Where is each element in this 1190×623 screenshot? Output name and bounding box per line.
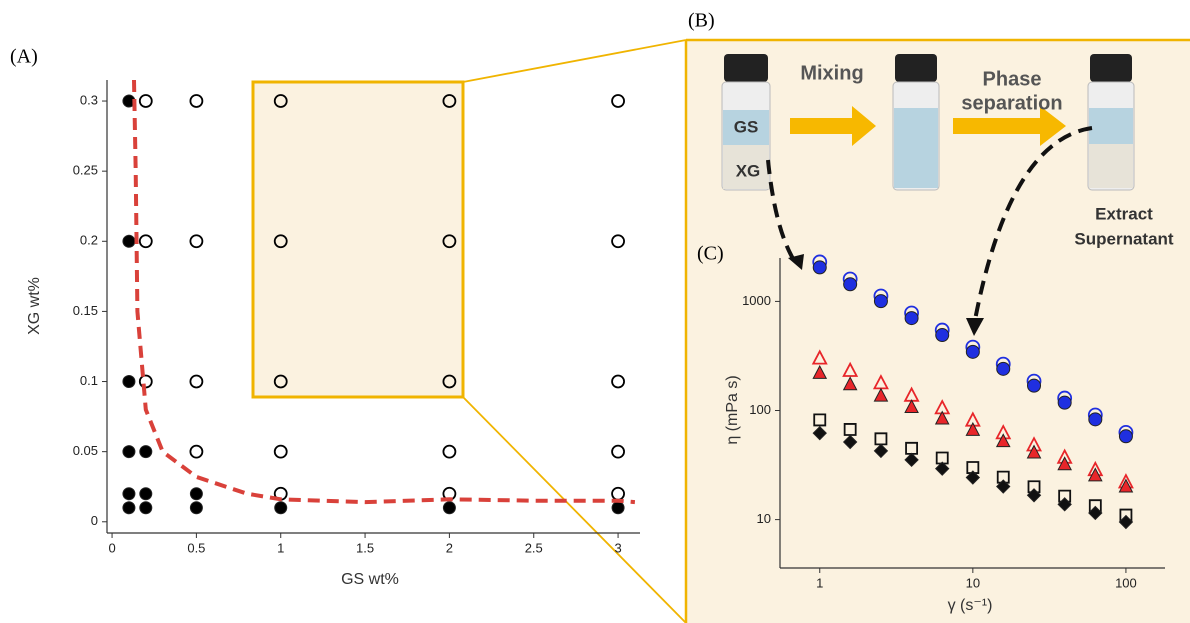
x-tick-label: 100 xyxy=(1115,575,1137,590)
figure: 0 0.5 1 1.5 2 2.5 3 0 0.05 0.1 0.15 0.2 0.25 0.3 (A) GS… xyxy=(0,0,1190,623)
point xyxy=(1028,379,1041,392)
step-label: Extract xyxy=(1095,204,1153,223)
point xyxy=(190,488,202,500)
y-tick-label: 0 xyxy=(91,513,98,528)
point xyxy=(1089,413,1102,426)
y-tick-label: 1000 xyxy=(742,293,771,308)
point xyxy=(813,261,826,274)
point xyxy=(275,502,287,514)
x-tick-label: 2.5 xyxy=(525,540,543,555)
y-axis-label: XG wt% xyxy=(26,277,43,335)
point xyxy=(123,376,135,388)
point xyxy=(190,502,202,514)
vial xyxy=(893,54,939,190)
vial xyxy=(1088,54,1134,190)
point xyxy=(966,345,979,358)
x-tick-label: 1.5 xyxy=(356,540,374,555)
x-tick-label: 0 xyxy=(108,540,115,555)
y-axis-label: η (mPa s) xyxy=(724,375,741,444)
x-tick-label: 10 xyxy=(966,575,980,590)
point xyxy=(997,362,1010,375)
point xyxy=(612,502,624,514)
point xyxy=(443,502,455,514)
x-tick-label: 3 xyxy=(614,540,621,555)
step-label: Supernatant xyxy=(1074,229,1174,248)
step-label: Phase xyxy=(983,68,1042,90)
y-tick-label: 0.1 xyxy=(80,373,98,388)
y-tick-label: 0.15 xyxy=(73,303,98,318)
x-tick-label: 0.5 xyxy=(187,540,205,555)
panel-label: (B) xyxy=(688,10,715,32)
step-label: Mixing xyxy=(800,62,863,84)
point xyxy=(140,446,152,458)
point xyxy=(123,502,135,514)
panel-label: (A) xyxy=(10,46,38,68)
point xyxy=(1058,396,1071,409)
y-tick-label: 0.25 xyxy=(73,163,98,178)
x-axis-label: γ (s⁻¹) xyxy=(948,597,993,614)
point xyxy=(123,446,135,458)
y-tick-label: 0.05 xyxy=(73,443,98,458)
y-tick-label: 0.2 xyxy=(80,233,98,248)
point xyxy=(123,488,135,500)
point xyxy=(123,235,135,247)
panel-label: (C) xyxy=(697,243,724,265)
x-tick-label: 1 xyxy=(816,575,823,590)
x-tick-label: 1 xyxy=(277,540,284,555)
y-tick-label: 0.3 xyxy=(80,92,98,107)
point xyxy=(905,312,918,325)
layer-label: GS xyxy=(734,117,759,136)
point xyxy=(874,295,887,308)
x-axis-label: GS wt% xyxy=(341,571,399,588)
point xyxy=(140,502,152,514)
highlight-box xyxy=(253,82,463,397)
x-tick-label: 2 xyxy=(446,540,453,555)
layer-label: XG xyxy=(736,161,761,180)
point xyxy=(844,278,857,291)
step-label: separation xyxy=(961,92,1062,114)
point xyxy=(936,329,949,342)
point xyxy=(1119,430,1132,443)
point xyxy=(140,488,152,500)
y-tick-label: 10 xyxy=(757,511,771,526)
y-tick-label: 100 xyxy=(749,402,771,417)
